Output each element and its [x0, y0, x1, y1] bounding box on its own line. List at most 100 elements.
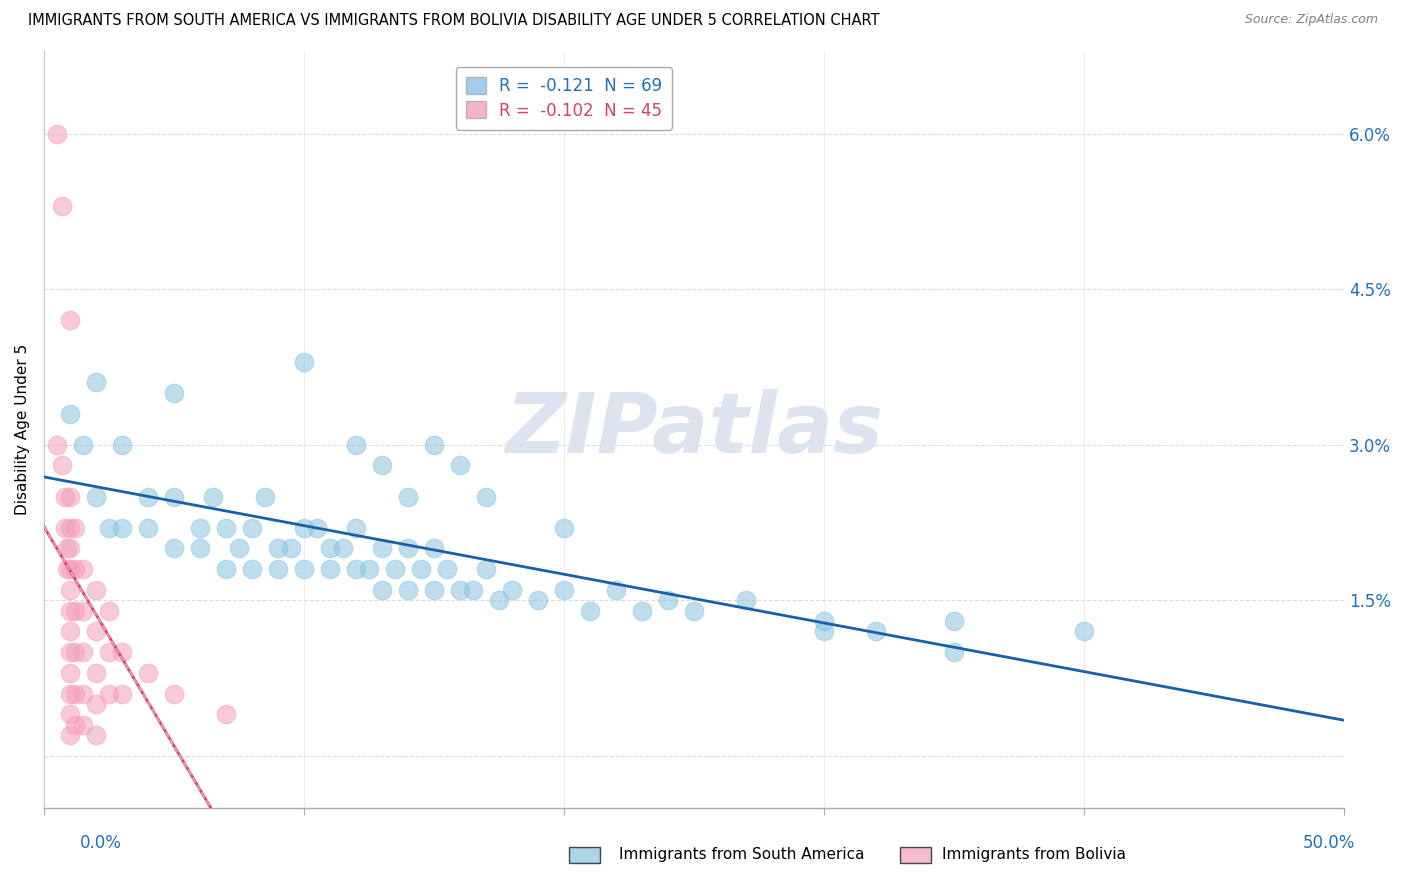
- Point: [59, 707, 82, 722]
- Point: [163, 385, 186, 400]
- Point: [813, 624, 835, 639]
- Point: [240, 562, 263, 576]
- Point: [813, 614, 835, 628]
- Point: [396, 490, 419, 504]
- Point: [396, 582, 419, 597]
- Point: [553, 521, 575, 535]
- Point: [409, 562, 432, 576]
- Point: [51, 458, 73, 473]
- Point: [97, 604, 120, 618]
- Point: [53, 521, 76, 535]
- Point: [84, 582, 107, 597]
- Point: [63, 562, 86, 576]
- Point: [371, 458, 394, 473]
- Point: [45, 127, 67, 141]
- Point: [332, 541, 354, 556]
- Point: [63, 521, 86, 535]
- Point: [84, 697, 107, 711]
- Point: [553, 582, 575, 597]
- Text: Source: ZipAtlas.com: Source: ZipAtlas.com: [1244, 13, 1378, 27]
- Point: [136, 665, 159, 680]
- Point: [136, 521, 159, 535]
- Point: [423, 582, 446, 597]
- Point: [344, 438, 367, 452]
- Point: [215, 521, 238, 535]
- Point: [657, 593, 679, 607]
- Text: Immigrants from Bolivia: Immigrants from Bolivia: [942, 847, 1126, 862]
- Point: [72, 438, 94, 452]
- Point: [59, 624, 82, 639]
- Point: [97, 521, 120, 535]
- Point: [371, 582, 394, 597]
- Point: [579, 604, 602, 618]
- Text: 0.0%: 0.0%: [80, 834, 122, 852]
- Point: [53, 490, 76, 504]
- Text: IMMIGRANTS FROM SOUTH AMERICA VS IMMIGRANTS FROM BOLIVIA DISABILITY AGE UNDER 5 : IMMIGRANTS FROM SOUTH AMERICA VS IMMIGRA…: [28, 13, 880, 29]
- Point: [59, 541, 82, 556]
- Point: [59, 645, 82, 659]
- Point: [111, 645, 134, 659]
- Point: [215, 707, 238, 722]
- Point: [111, 438, 134, 452]
- Point: [63, 645, 86, 659]
- Point: [59, 604, 82, 618]
- Point: [943, 614, 966, 628]
- Point: [59, 728, 82, 742]
- Point: [56, 541, 79, 556]
- Point: [1073, 624, 1095, 639]
- Point: [488, 593, 510, 607]
- Point: [163, 490, 186, 504]
- Point: [59, 687, 82, 701]
- Point: [267, 562, 290, 576]
- Point: [188, 541, 211, 556]
- Point: [59, 521, 82, 535]
- Point: [59, 665, 82, 680]
- Point: [292, 562, 315, 576]
- Point: [84, 490, 107, 504]
- Point: [163, 687, 186, 701]
- Y-axis label: Disability Age Under 5: Disability Age Under 5: [15, 343, 30, 515]
- Point: [72, 717, 94, 731]
- Point: [605, 582, 627, 597]
- Point: [111, 521, 134, 535]
- Point: [423, 541, 446, 556]
- Point: [280, 541, 302, 556]
- Point: [943, 645, 966, 659]
- Point: [449, 458, 471, 473]
- Point: [72, 687, 94, 701]
- Point: [344, 521, 367, 535]
- Point: [188, 521, 211, 535]
- Point: [97, 687, 120, 701]
- Point: [59, 582, 82, 597]
- Point: [319, 562, 342, 576]
- Point: [501, 582, 523, 597]
- Point: [461, 582, 484, 597]
- Text: ZIPatlas: ZIPatlas: [505, 389, 883, 470]
- Point: [63, 687, 86, 701]
- Point: [475, 562, 498, 576]
- Point: [63, 717, 86, 731]
- Legend: R =  -0.121  N = 69, R =  -0.102  N = 45: R = -0.121 N = 69, R = -0.102 N = 45: [456, 67, 672, 129]
- Point: [396, 541, 419, 556]
- Point: [72, 562, 94, 576]
- Point: [215, 562, 238, 576]
- Point: [527, 593, 550, 607]
- Point: [292, 521, 315, 535]
- Point: [292, 355, 315, 369]
- Point: [84, 376, 107, 390]
- Point: [228, 541, 250, 556]
- Point: [59, 407, 82, 421]
- Point: [384, 562, 406, 576]
- Point: [735, 593, 758, 607]
- Point: [97, 645, 120, 659]
- Point: [436, 562, 458, 576]
- Point: [319, 541, 342, 556]
- Point: [136, 490, 159, 504]
- Point: [45, 438, 67, 452]
- Point: [63, 604, 86, 618]
- Point: [344, 562, 367, 576]
- Point: [84, 665, 107, 680]
- Point: [631, 604, 654, 618]
- Point: [423, 438, 446, 452]
- Point: [267, 541, 290, 556]
